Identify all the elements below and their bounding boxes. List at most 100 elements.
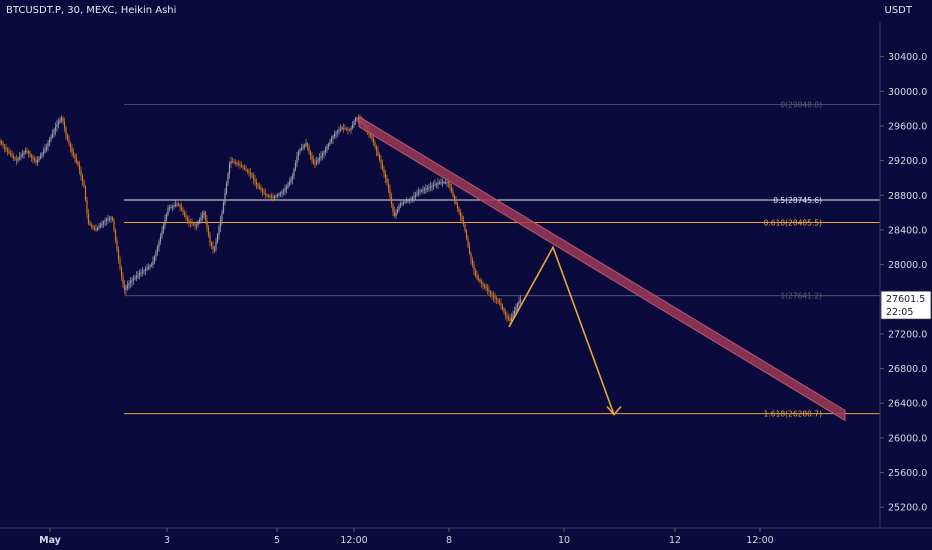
candle-body xyxy=(119,258,121,268)
candle-body xyxy=(461,216,463,221)
candle-body xyxy=(44,149,46,152)
y-tick-label: 30400.0 xyxy=(888,52,927,63)
candle-body xyxy=(173,205,175,207)
candle-body xyxy=(512,314,514,318)
candle-body xyxy=(288,182,291,185)
candle-body xyxy=(303,144,306,147)
candle-body xyxy=(213,249,216,251)
candle-body xyxy=(374,143,376,148)
candle-body xyxy=(198,219,201,223)
candle-body xyxy=(17,158,19,161)
x-tick-label: 12:00 xyxy=(746,535,773,546)
candle-body xyxy=(519,299,522,302)
x-tick-label: May xyxy=(39,535,62,546)
candle-body xyxy=(96,228,99,230)
candle-body xyxy=(117,249,120,259)
candle-body xyxy=(2,143,4,146)
candle-body xyxy=(243,167,246,169)
candle-body xyxy=(480,281,483,284)
candle-body xyxy=(437,183,439,185)
candle-body xyxy=(444,182,447,184)
candle-body xyxy=(0,141,3,144)
candle-body xyxy=(344,128,346,130)
candle-body xyxy=(276,194,279,196)
candle-body xyxy=(149,266,151,268)
candle-body xyxy=(182,210,184,213)
y-tick-label: 29600.0 xyxy=(888,121,927,132)
candle-body xyxy=(483,285,486,287)
candle-body xyxy=(305,143,307,145)
candle-body xyxy=(326,146,328,150)
candle-body xyxy=(101,223,103,226)
x-tick-label: 12:00 xyxy=(340,535,367,546)
candle-body xyxy=(377,151,379,156)
y-tick-label: 25200.0 xyxy=(888,503,927,514)
fib-label: 0(29848.0) xyxy=(780,100,822,109)
candle-body xyxy=(452,191,454,196)
candle-body xyxy=(416,193,418,195)
candle-body xyxy=(93,227,96,229)
candle-body xyxy=(393,211,396,216)
candle-body xyxy=(110,217,112,219)
candle-body xyxy=(318,157,321,160)
candle-body xyxy=(509,319,511,321)
candle-body xyxy=(518,301,520,304)
candle-body xyxy=(140,272,142,274)
arrow-head xyxy=(606,405,622,416)
candle-body xyxy=(254,179,256,182)
candle-body xyxy=(48,140,51,144)
candle-body xyxy=(152,261,154,265)
candle-body xyxy=(389,189,391,197)
y-tick-label: 28800.0 xyxy=(888,191,927,202)
candle-body xyxy=(245,168,247,171)
candle-body xyxy=(252,176,255,180)
candle-body xyxy=(165,213,168,220)
candle-body xyxy=(167,208,169,214)
candle-body xyxy=(398,206,400,210)
candle-body xyxy=(35,160,37,163)
candle-body xyxy=(74,155,76,159)
candle-body xyxy=(147,267,150,269)
candle-body xyxy=(42,151,45,154)
candle-body xyxy=(168,207,171,209)
candle-body xyxy=(459,212,462,217)
candle-body xyxy=(84,186,87,201)
projection-path xyxy=(508,245,615,415)
candle-body xyxy=(267,195,270,197)
candle-body xyxy=(161,231,163,237)
candle-body xyxy=(155,251,157,257)
candle-body xyxy=(191,222,193,224)
candle-body xyxy=(107,219,109,221)
candle-body xyxy=(194,224,196,226)
candle-body xyxy=(309,151,312,156)
candle-body xyxy=(24,150,27,153)
x-tick-label: 3 xyxy=(164,535,170,546)
candle-body xyxy=(314,163,316,165)
candle-body xyxy=(453,195,456,200)
candle-body xyxy=(9,153,12,155)
candle-body xyxy=(153,256,156,262)
candle-body xyxy=(111,217,114,221)
candle-body xyxy=(273,196,276,198)
candle-body xyxy=(291,175,294,180)
fib-levels: 0(29848.0) 0.5(28745.6) 0.618(28485.5) 1(27… xyxy=(124,100,880,419)
y-tick-label: 28400.0 xyxy=(888,225,927,236)
candle-body xyxy=(399,203,402,207)
candle-body xyxy=(270,196,273,198)
candle-body xyxy=(237,163,240,165)
candle-body xyxy=(350,128,352,131)
candle-body xyxy=(492,294,495,297)
candle-body xyxy=(372,138,375,144)
candle-body xyxy=(23,152,25,154)
candle-body xyxy=(104,220,106,222)
candle-body xyxy=(234,162,237,164)
candle-body xyxy=(41,153,43,156)
candle-body xyxy=(462,220,465,225)
y-tick-label: 26000.0 xyxy=(888,433,927,444)
candle-body xyxy=(456,203,459,209)
candle-body xyxy=(434,184,436,186)
candle-body xyxy=(242,166,244,168)
fib-label: 1.618(26280.7) xyxy=(764,410,822,419)
